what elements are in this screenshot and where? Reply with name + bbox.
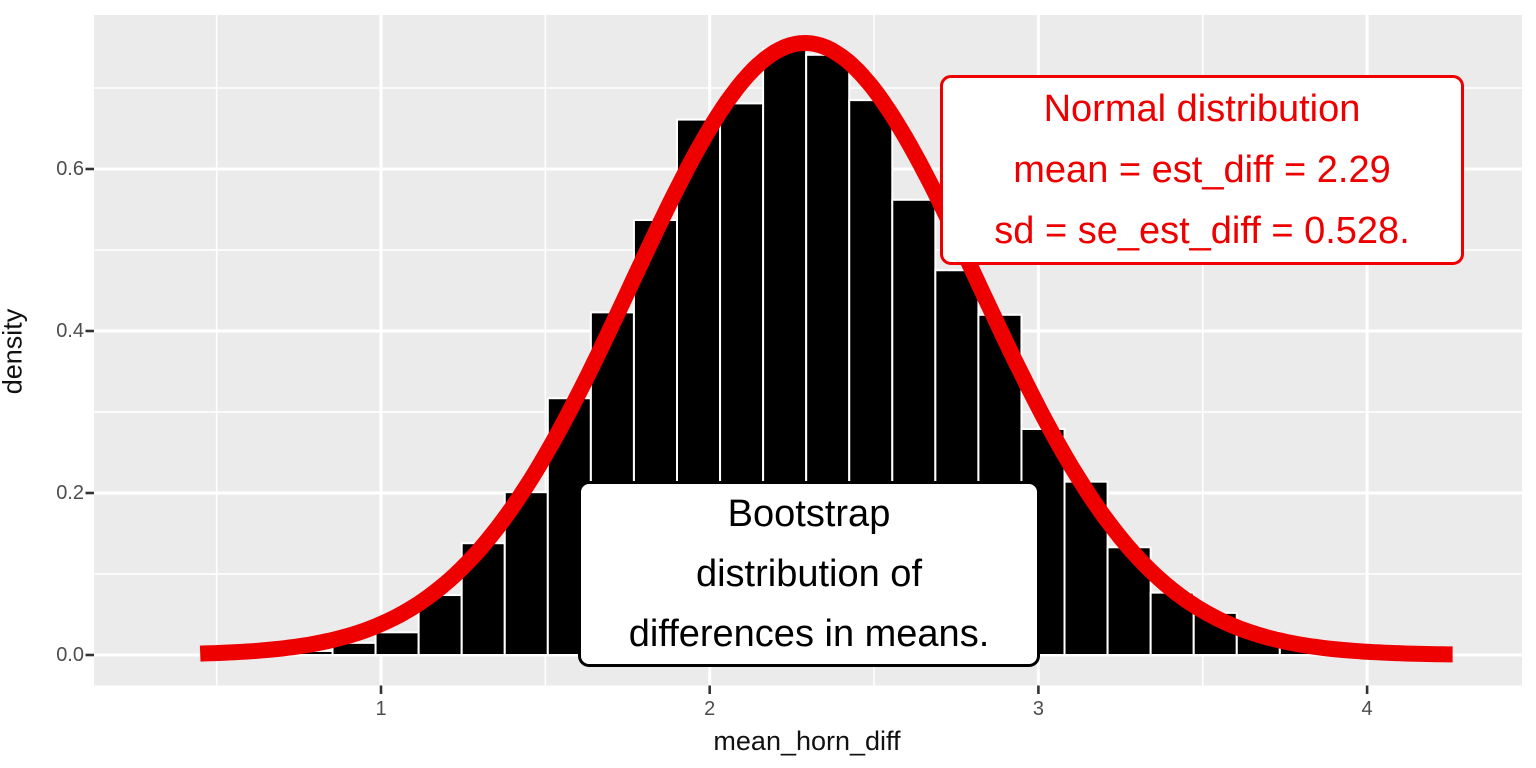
bootstrap-annotation-line: Bootstrap — [727, 493, 891, 535]
x-tick-label: 3 — [1032, 698, 1044, 720]
normal-annotation-line: Normal distribution — [1043, 87, 1361, 130]
y-tick-label: 0.0 — [56, 644, 84, 666]
normal-annotation-box: Normal distribution mean = est_diff = 2.… — [940, 75, 1464, 265]
x-tick-label: 1 — [375, 698, 387, 720]
normal-annotation-line: sd = se_est_diff = 0.528. — [994, 209, 1410, 252]
x-tick-label: 4 — [1361, 698, 1373, 720]
x-axis-title: mean_horn_diff — [713, 726, 901, 756]
normal-curve — [197, 35, 1456, 663]
y-tick-label: 0.4 — [56, 320, 84, 342]
y-tick-label: 0.6 — [56, 158, 84, 180]
bootstrap-annotation-line: differences in means. — [628, 613, 990, 655]
y-tick-label: 0.2 — [56, 482, 84, 504]
bootstrap-annotation-line: distribution of — [695, 553, 922, 595]
normal-annotation-line: mean = est_diff = 2.29 — [1013, 148, 1391, 191]
bootstrap-annotation-box: Bootstrap distribution of differences in… — [578, 481, 1040, 667]
x-tick-label: 2 — [704, 698, 716, 720]
y-axis-title: density — [0, 308, 28, 395]
histogram-bar — [374, 631, 420, 657]
